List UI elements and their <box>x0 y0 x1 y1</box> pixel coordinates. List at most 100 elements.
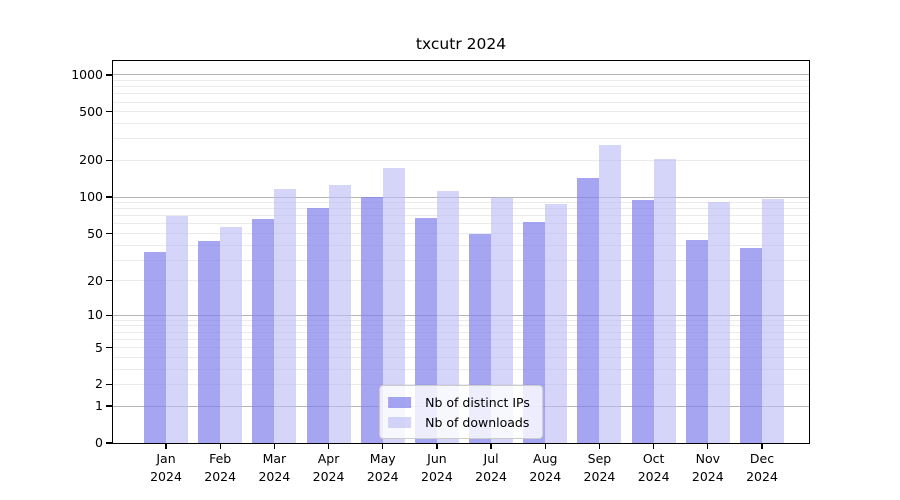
y-tick-mark <box>106 232 113 235</box>
gridline-minor <box>113 338 809 340</box>
gridline-minor <box>113 202 809 204</box>
x-tick-label-line: May <box>369 451 396 466</box>
gridline-minor <box>113 86 809 88</box>
x-tick-mark <box>761 443 763 449</box>
bar-ips-oct <box>631 199 654 443</box>
x-tick-label: Apr 2024 <box>297 450 361 486</box>
x-tick-mark <box>652 443 655 449</box>
y-tick-mark <box>106 346 113 349</box>
x-tick-label: Jun 2024 <box>405 450 469 486</box>
x-tick-mark <box>219 443 221 449</box>
y-tick-mark <box>106 280 113 282</box>
bar-downloads-dec <box>762 198 784 443</box>
gridline-minor <box>113 244 809 246</box>
gridline-minor <box>113 356 809 358</box>
bar-ips-sep <box>577 177 600 443</box>
y-tick-mark <box>106 314 113 316</box>
y-tick-label: 1 <box>95 398 103 414</box>
y-tick-label: 2 <box>95 376 103 392</box>
x-tick-label-line: Apr <box>317 451 340 466</box>
plot-area: Nb of distinct IPs Nb of downloads 0 1 2 5 1… <box>71 60 810 484</box>
y-tick-mark <box>106 111 113 113</box>
y-tick-mark <box>106 383 113 386</box>
gridline-minor <box>113 111 809 113</box>
gridline-minor <box>113 233 809 235</box>
legend: Nb of distinct IPs Nb of downloads <box>379 385 543 439</box>
y-tick-label: 500 <box>79 103 103 119</box>
y-tick-mark <box>106 74 113 76</box>
bar-ips-feb <box>198 241 221 443</box>
gridline-minor <box>113 208 809 210</box>
gridline-minor <box>113 138 809 140</box>
x-tick-label-line: 2024 <box>150 469 182 484</box>
x-tick-label: Dec 2024 <box>730 450 794 486</box>
x-tick-label: Jul 2024 <box>459 450 523 486</box>
x-tick-label: Mar 2024 <box>242 450 306 486</box>
x-tick-label-line: Jun <box>427 451 447 466</box>
legend-swatch-ips <box>388 396 412 408</box>
x-tick-label-line: 2024 <box>312 469 345 484</box>
gridline-major <box>113 74 809 76</box>
bar-downloads-jul <box>491 198 514 443</box>
x-tick-label-line: 2024 <box>258 469 291 484</box>
y-tick-label: 200 <box>79 152 103 168</box>
x-tick-label-line: 2024 <box>529 469 562 484</box>
x-tick-mark <box>273 443 275 449</box>
x-tick-label-line: 2024 <box>204 469 237 484</box>
legend-row-downloads: Nb of downloads <box>388 412 530 432</box>
x-tick-label: Sep 2024 <box>567 450 631 486</box>
y-tick-mark <box>106 196 113 198</box>
x-tick-label: Jan 2024 <box>134 450 198 486</box>
gridline-minor <box>113 93 809 95</box>
bar-ips-mar <box>252 218 275 443</box>
x-tick-label-line: Jan <box>156 451 176 466</box>
legend-row-ips: Nb of distinct IPs <box>388 392 530 412</box>
gridline-minor <box>113 347 809 349</box>
gridline-minor <box>113 80 809 82</box>
x-tick-label-line: 2024 <box>691 469 724 484</box>
x-tick-mark <box>490 443 492 449</box>
y-tick-label: 100 <box>79 189 103 205</box>
bar-downloads-aug <box>545 204 568 443</box>
gridline-minor <box>113 259 809 261</box>
bar-downloads-jan <box>166 215 188 443</box>
bar-downloads-feb <box>220 226 243 443</box>
gridline-minor <box>113 383 809 385</box>
x-tick-label-line: Mar <box>262 451 287 466</box>
y-tick-mark <box>106 442 113 444</box>
x-tick-label: Oct 2024 <box>622 450 686 486</box>
legend-label-downloads: Nb of downloads <box>425 414 530 430</box>
gridline-major <box>113 196 809 198</box>
bar-ips-jan <box>144 252 166 443</box>
bar-ips-apr <box>306 208 329 443</box>
y-tick-mark <box>106 405 113 407</box>
x-tick-label-line: 2024 <box>366 469 399 484</box>
gridline-minor <box>113 331 809 333</box>
x-tick-label-line: Feb <box>209 451 232 466</box>
gridline-major <box>113 314 809 316</box>
x-tick-mark <box>382 443 384 449</box>
chart-title: txcutr 2024 <box>415 35 507 53</box>
x-tick-label: Aug 2024 <box>513 450 577 486</box>
bar-ips-nov <box>685 240 708 443</box>
bar-downloads-sep <box>599 144 622 443</box>
x-tick-label-line: 2024 <box>421 469 453 484</box>
bar-downloads-mar <box>274 189 297 443</box>
bar-ips-may <box>360 197 383 443</box>
x-tick-mark <box>598 443 601 449</box>
x-tick-label: Feb 2024 <box>188 450 252 486</box>
gridline-minor <box>113 123 809 125</box>
x-tick-label-line: Oct <box>642 451 665 466</box>
bar-downloads-oct <box>653 159 676 443</box>
y-tick-label: 50 <box>87 225 103 241</box>
gridline-minor <box>113 368 809 370</box>
x-tick-mark <box>544 443 546 449</box>
bar-downloads-may <box>382 167 405 443</box>
legend-label-ips: Nb of distinct IPs <box>425 394 530 410</box>
bar-ips-dec <box>740 247 762 443</box>
x-tick-label: May 2024 <box>351 450 415 486</box>
x-tick-mark <box>436 443 438 449</box>
x-tick-label-line: Nov <box>695 451 721 466</box>
gridline-minor <box>113 215 809 217</box>
